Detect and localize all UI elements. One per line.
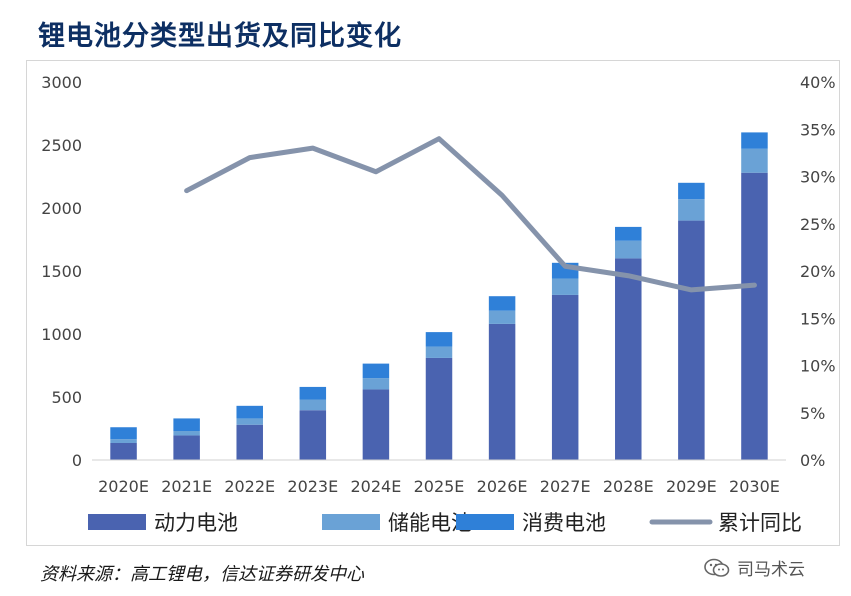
bar-segment	[678, 182, 705, 200]
bar-segment	[425, 357, 453, 460]
bar-segment	[741, 148, 768, 173]
bar-segment	[488, 296, 516, 311]
legend-label: 累计同比	[718, 511, 802, 535]
watermark-text: 司马术云	[737, 560, 805, 580]
bar-segment	[425, 346, 453, 358]
y-right-tick-label: 25%	[800, 215, 836, 234]
wechat-icon	[704, 558, 730, 577]
bar-segment	[110, 442, 137, 460]
x-tick-label: 2021E	[161, 477, 212, 496]
x-tick-label: 2026E	[477, 477, 528, 496]
bar-segment	[236, 405, 263, 419]
bar-segment	[615, 258, 642, 460]
bar-segment	[236, 418, 263, 425]
legend-swatch	[456, 514, 514, 530]
bar-segment	[362, 389, 390, 460]
legend-label: 动力电池	[154, 511, 238, 535]
bar-segment	[551, 294, 579, 460]
bar-segment	[551, 278, 579, 295]
y-left-tick-label: 2000	[41, 199, 82, 218]
bar-segment	[299, 386, 327, 400]
line-series-yoy	[184, 136, 757, 293]
y-right-tick-label: 10%	[800, 357, 836, 376]
bar-segment	[173, 435, 200, 460]
x-tick-label: 2022E	[224, 477, 275, 496]
x-tick-label: 2020E	[98, 477, 149, 496]
source-note: 资料来源：高工锂电，信达证券研发中心	[40, 564, 364, 585]
y-right-tick-label: 35%	[800, 120, 836, 139]
bar-segment	[236, 424, 263, 460]
bar-segment	[678, 199, 705, 221]
x-tick-label: 2025E	[414, 477, 465, 496]
bar-segment	[299, 410, 327, 460]
bar-segment	[362, 378, 390, 390]
y-left-tick-label: 3000	[41, 73, 82, 92]
y-left-tick-label: 0	[72, 451, 82, 470]
watermark: 司马术云	[703, 555, 805, 580]
bar-segment	[615, 240, 642, 259]
y-right-tick-label: 40%	[800, 73, 836, 92]
y-right-tick-label: 15%	[800, 309, 836, 328]
legend-swatch	[88, 514, 146, 530]
x-tick-label: 2024E	[350, 477, 401, 496]
page-title: 锂电池分类型出货及同比变化	[38, 21, 402, 52]
y-left-tick-label: 500	[51, 388, 82, 407]
y-right-tick-label: 5%	[800, 404, 825, 423]
x-tick-label: 2028E	[603, 477, 654, 496]
legend-swatch	[322, 514, 380, 530]
x-tick-label: 2023E	[287, 477, 338, 496]
y-left-tick-label: 1000	[41, 325, 82, 344]
bar-segment	[741, 172, 768, 460]
bar-segment	[173, 431, 200, 436]
bar-segment	[110, 439, 137, 443]
bar-segment	[488, 310, 516, 324]
bar-segment	[488, 323, 516, 460]
bar-segment	[741, 132, 768, 149]
legend-label: 消费电池	[522, 511, 606, 535]
bar-segment	[173, 418, 200, 432]
x-tick-label: 2029E	[666, 477, 717, 496]
chart: 0 500 1000 1500 2000 2500 3000 0% 5% 10% 15% 20% 25%…	[41, 73, 836, 535]
bar-segment	[425, 332, 453, 347]
bar-segment	[299, 399, 327, 411]
x-tick-label: 2027E	[540, 477, 591, 496]
x-tick-label: 2030E	[729, 477, 780, 496]
bar-segment	[110, 427, 137, 440]
y-left-tick-label: 2500	[41, 136, 82, 155]
bar-segment	[615, 226, 642, 241]
bar-segment	[678, 220, 705, 460]
y-left-tick-label: 1500	[41, 262, 82, 281]
bar-segment	[362, 363, 390, 379]
y-right-tick-label: 0%	[800, 451, 825, 470]
y-right-tick-label: 20%	[800, 262, 836, 281]
y-right-tick-label: 30%	[800, 168, 836, 187]
